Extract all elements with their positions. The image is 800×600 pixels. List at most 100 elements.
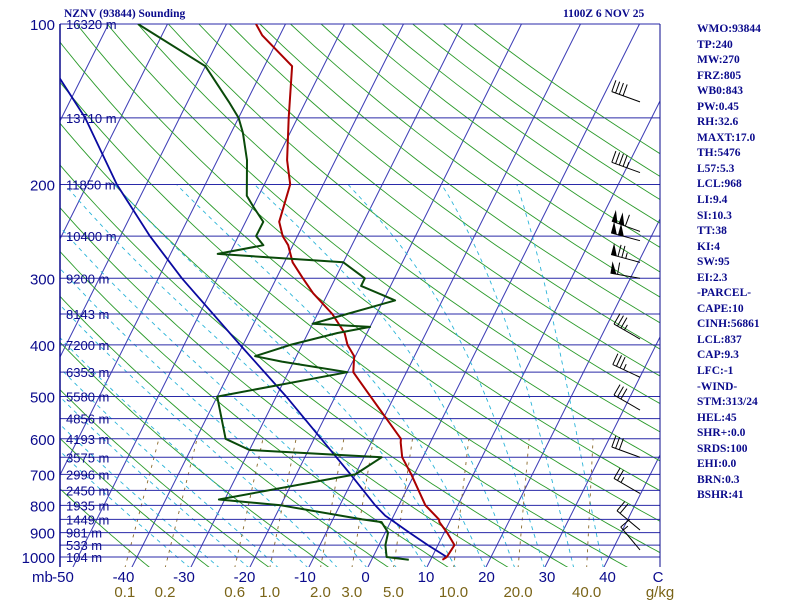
wind-barb bbox=[610, 221, 641, 242]
dry-adiabat bbox=[167, 24, 660, 405]
moist-adiabat bbox=[60, 396, 249, 567]
mixing-ratio-line bbox=[517, 438, 530, 567]
index-item: SW:95 bbox=[697, 256, 730, 269]
wind-barb bbox=[610, 261, 641, 279]
temperature-tick-label: -50 bbox=[52, 569, 74, 586]
wind-barb bbox=[611, 435, 641, 458]
height-label: 1449 m bbox=[66, 512, 109, 527]
wind-barb bbox=[613, 313, 641, 340]
index-item: -WIND- bbox=[697, 380, 738, 393]
dry-adiabat bbox=[198, 24, 660, 377]
mixing-ratio-line bbox=[124, 438, 160, 567]
wind-barb bbox=[611, 209, 641, 232]
mixing-ratio-label: 0.2 bbox=[155, 584, 176, 600]
index-item: LCL:837 bbox=[697, 333, 742, 346]
dry-adiabat bbox=[76, 24, 660, 492]
isotherm-line bbox=[249, 24, 523, 567]
isotherm-line bbox=[72, 24, 346, 567]
index-item: EHI:0.0 bbox=[697, 458, 737, 471]
chart-grid bbox=[0, 0, 660, 568]
index-item: WMO:93844 bbox=[697, 23, 761, 35]
mixing-ratio-line bbox=[269, 438, 297, 567]
sounding-time: 1100Z 6 NOV 25 bbox=[563, 8, 645, 20]
dry-adiabat bbox=[60, 295, 389, 567]
dry-adiabat bbox=[290, 24, 660, 298]
wind-barb bbox=[610, 242, 641, 263]
index-item: KI:4 bbox=[697, 240, 720, 253]
index-item: PW:0.45 bbox=[697, 100, 739, 113]
pressure-label: 100 bbox=[30, 17, 55, 34]
index-item: TH:5476 bbox=[697, 147, 741, 160]
index-item: L57:5.3 bbox=[697, 162, 735, 175]
moist-adiabat bbox=[60, 226, 397, 567]
moist-adiabat bbox=[60, 450, 190, 567]
temperature-tick-label: 30 bbox=[539, 569, 556, 586]
isotherm-line bbox=[0, 0, 3, 568]
pressure-label: 1000 bbox=[22, 550, 55, 567]
mixing-ratio-line bbox=[351, 438, 374, 567]
height-label: 104 m bbox=[66, 550, 102, 565]
moist-adiabat bbox=[347, 184, 545, 567]
wind-barb bbox=[611, 150, 641, 174]
dry-adiabat bbox=[229, 24, 660, 350]
wind-barb bbox=[611, 80, 641, 103]
index-item: SI:10.3 bbox=[697, 209, 732, 222]
mixing-ratio-line bbox=[320, 438, 345, 567]
index-item: BRN:0.3 bbox=[697, 473, 740, 486]
index-item: LI:9.4 bbox=[697, 194, 728, 207]
height-label: 9200 m bbox=[66, 271, 109, 286]
dry-adiabat bbox=[60, 164, 569, 567]
index-item: SHR+:0.0 bbox=[697, 427, 746, 440]
height-label: 1935 m bbox=[66, 498, 109, 513]
dry-adiabat bbox=[60, 122, 628, 567]
index-item: FRZ:805 bbox=[697, 69, 742, 82]
temperature-tick-label: 40 bbox=[599, 569, 616, 586]
moist-adiabat bbox=[60, 337, 308, 567]
wind-barb bbox=[620, 518, 641, 551]
moist-adiabat bbox=[64, 184, 427, 567]
temperature-tick-label: 10 bbox=[418, 569, 435, 586]
ylabel: mb bbox=[32, 569, 53, 586]
height-label: 16320 m bbox=[66, 17, 117, 32]
isotherm-line bbox=[60, 24, 287, 477]
height-label: 4193 m bbox=[66, 432, 109, 447]
mixing-ratio-unit: g/kg bbox=[646, 584, 674, 600]
mixing-ratio-label: 1.0 bbox=[259, 584, 280, 600]
height-label: 5580 m bbox=[66, 390, 109, 405]
mixing-ratio-line bbox=[164, 438, 198, 567]
wind-barb bbox=[613, 467, 641, 494]
height-label: 2996 m bbox=[66, 467, 109, 482]
isotherm-line bbox=[131, 24, 405, 567]
xlabel: C bbox=[653, 569, 664, 586]
index-item: CAP:9.3 bbox=[697, 349, 739, 362]
temperature-tick-label: -10 bbox=[294, 569, 316, 586]
pressure-label: 400 bbox=[30, 338, 55, 355]
index-item: LCL:968 bbox=[697, 178, 742, 191]
height-label: 6353 m bbox=[66, 365, 109, 380]
moist-adiabat bbox=[516, 184, 604, 567]
isotherm-line bbox=[485, 217, 660, 567]
index-item: EI:2.3 bbox=[697, 271, 728, 284]
dry-adiabat bbox=[259, 24, 660, 324]
dry-adiabat bbox=[106, 24, 660, 462]
mixing-ratio-line bbox=[234, 438, 264, 567]
temperature-trace bbox=[255, 24, 456, 561]
pressure-label: 900 bbox=[30, 526, 55, 543]
station-title: NZNV (93844) Sounding bbox=[64, 8, 186, 20]
isotherm-line bbox=[367, 24, 641, 567]
temperature-tick-label: 20 bbox=[478, 569, 495, 586]
index-item: TP:240 bbox=[697, 38, 733, 51]
mixing-ratio-label: 0.1 bbox=[114, 584, 135, 600]
height-label: 2450 m bbox=[66, 483, 109, 498]
height-label: 13710 m bbox=[66, 111, 117, 126]
index-item: MW:270 bbox=[697, 54, 740, 67]
index-item: MAXT:17.0 bbox=[697, 131, 756, 144]
moist-adiabat bbox=[441, 184, 575, 567]
index-item: LFC:-1 bbox=[697, 365, 734, 378]
wind-barb bbox=[612, 353, 641, 378]
dry-adiabat bbox=[60, 488, 150, 567]
pressure-label: 300 bbox=[30, 271, 55, 288]
index-item: HEL:45 bbox=[697, 411, 737, 424]
